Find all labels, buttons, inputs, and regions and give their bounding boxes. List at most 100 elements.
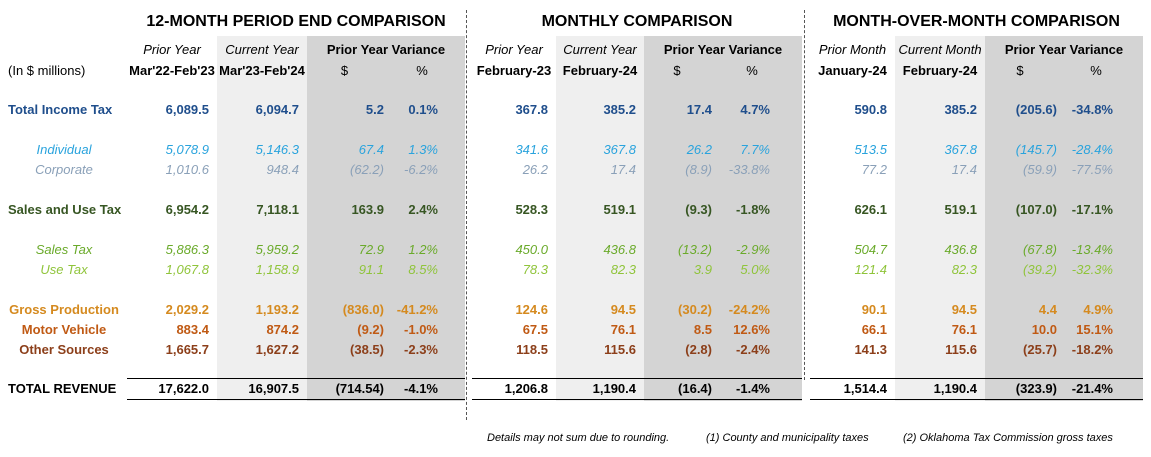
row-label: Motor Vehicle — [21, 322, 107, 337]
table-cell: 1,627.2 — [255, 342, 299, 357]
table-cell: 528.3 — [515, 202, 548, 217]
table-cell: 12.6% — [733, 322, 770, 337]
row-label: Sales and Use Tax — [8, 202, 122, 217]
table-cell: (836.0) — [342, 302, 384, 317]
row-label: Total Income Tax — [8, 102, 113, 117]
variance-header: Prior Year Variance — [663, 42, 783, 57]
variance-shade-2 — [644, 36, 802, 401]
table-cell: 436.8 — [603, 242, 636, 257]
table-cell: 450.0 — [515, 242, 548, 257]
table-cell: 626.1 — [854, 202, 887, 217]
table-cell: (13.2) — [678, 242, 712, 257]
variance-header: Prior Year Variance — [1004, 42, 1124, 57]
variance-shade-1 — [307, 36, 465, 401]
row-label: Sales Tax — [35, 242, 93, 257]
variance-percent-header: % — [746, 63, 758, 78]
table-cell: 67.4 — [358, 142, 384, 157]
row-label: Use Tax — [40, 262, 88, 277]
table-cell: (9.3) — [685, 202, 712, 217]
row-label: Other Sources — [19, 342, 109, 357]
table-cell: 5,959.2 — [255, 242, 299, 257]
total-bottom-rule — [127, 399, 465, 400]
table-cell: 2.4% — [408, 202, 438, 217]
table-cell: 115.6 — [945, 342, 977, 357]
section-title: 12-MONTH PERIOD END COMPARISON — [146, 13, 446, 30]
table-cell: 519.1 — [603, 202, 636, 217]
column-period-current: Mar'23-Feb'24 — [219, 63, 305, 78]
table-cell: 367.8 — [603, 142, 636, 157]
footnote-rounding: Details may not sum due to rounding. — [487, 432, 670, 444]
row-label: Individual — [36, 142, 92, 157]
table-cell: (323.9) — [1015, 381, 1057, 396]
table-cell: 66.1 — [861, 322, 887, 337]
table-cell: 141.3 — [854, 342, 887, 357]
table-cell: -2.9% — [736, 242, 770, 257]
table-cell: 17.4 — [686, 102, 712, 117]
table-cell: (145.7) — [1015, 142, 1057, 157]
total-top-rule — [472, 378, 802, 379]
table-cell: 17,622.0 — [158, 381, 209, 396]
section-divider-2 — [804, 10, 805, 380]
table-cell: 385.2 — [944, 102, 977, 117]
table-cell: -1.4% — [736, 381, 770, 396]
variance-dollar-header: $ — [1016, 63, 1024, 78]
table-cell: 883.4 — [176, 322, 209, 337]
footnote-2: (2) Oklahoma Tax Commission gross taxes — [903, 432, 1113, 444]
table-cell: 385.2 — [603, 102, 636, 117]
table-cell: 1,190.4 — [592, 381, 636, 396]
table-cell: 6,954.2 — [165, 202, 209, 217]
table-cell: 513.5 — [854, 142, 887, 157]
table-cell: 341.6 — [515, 142, 548, 157]
table-cell: (62.2) — [350, 162, 384, 177]
table-cell: -28.4% — [1071, 142, 1113, 157]
table-cell: 94.5 — [951, 302, 977, 317]
row-label: Corporate — [35, 162, 93, 177]
variance-percent-header: % — [416, 63, 428, 78]
table-cell: 118.5 — [516, 342, 548, 357]
table-cell: -1.8% — [736, 202, 770, 217]
table-cell: -4.1% — [404, 381, 438, 396]
table-cell: -2.3% — [404, 342, 438, 357]
table-cell: (38.5) — [350, 342, 384, 357]
table-cell: 77.2 — [861, 162, 887, 177]
variance-percent-header: % — [1090, 63, 1102, 78]
table-cell: 519.1 — [944, 202, 977, 217]
table-cell: 8.5 — [693, 322, 712, 337]
table-cell: (16.4) — [678, 381, 712, 396]
table-cell: (67.8) — [1023, 242, 1057, 257]
table-cell: 26.2 — [686, 142, 712, 157]
variance-dollar-header: $ — [673, 63, 681, 78]
table-cell: 78.3 — [522, 262, 548, 277]
total-bottom-rule — [810, 399, 1143, 400]
table-cell: 121.4 — [854, 262, 887, 277]
table-cell: 3.9 — [693, 262, 712, 277]
table-cell: 7,118.1 — [256, 202, 299, 217]
table-cell: 367.8 — [515, 102, 548, 117]
table-cell: -18.2% — [1071, 342, 1113, 357]
table-cell: (107.0) — [1015, 202, 1057, 217]
table-cell: 124.6 — [515, 302, 548, 317]
table-cell: 504.7 — [854, 242, 887, 257]
table-cell: 1,067.8 — [165, 262, 209, 277]
table-cell: 5.2 — [365, 102, 384, 117]
table-cell: 1.2% — [408, 242, 438, 257]
variance-dollar-header: $ — [340, 63, 349, 78]
section-title: MONTH-OVER-MONTH COMPARISON — [833, 13, 1120, 30]
table-cell: 82.3 — [610, 262, 636, 277]
table-cell: (25.7) — [1023, 342, 1057, 357]
table-cell: (205.6) — [1015, 102, 1057, 117]
table-cell: 1,514.4 — [843, 381, 887, 396]
column-header-prior: Prior Year — [485, 42, 543, 57]
table-cell: 7.7% — [740, 142, 770, 157]
table-cell: 5,146.3 — [255, 142, 299, 157]
footnote-1: (1) County and municipality taxes — [706, 432, 869, 444]
variance-shade-3 — [985, 36, 1143, 401]
table-cell: 8.5% — [408, 262, 438, 277]
column-period-prior: February-23 — [476, 63, 552, 78]
table-cell: 10.0 — [1031, 322, 1057, 337]
variance-header: Prior Year Variance — [326, 42, 446, 57]
table-cell: (30.2) — [678, 302, 712, 317]
table-cell: 91.1 — [358, 262, 384, 277]
table-cell: -77.5% — [1071, 162, 1113, 177]
table-cell: 874.2 — [266, 322, 299, 337]
